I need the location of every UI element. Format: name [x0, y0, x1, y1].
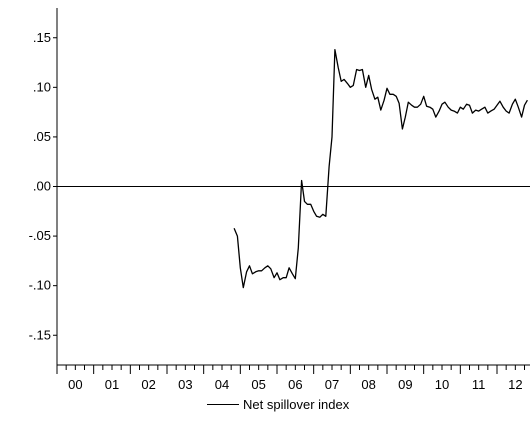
- legend-line-swatch: [207, 404, 239, 405]
- x-tick-label: 09: [398, 377, 412, 392]
- y-tick-label: .05: [33, 129, 51, 144]
- y-tick-label: .15: [33, 30, 51, 45]
- x-tick-label: 00: [68, 377, 82, 392]
- x-tick-label: 04: [215, 377, 229, 392]
- x-tick-label: 10: [435, 377, 449, 392]
- legend: Net spillover index: [207, 397, 349, 412]
- series-group: [233, 48, 528, 289]
- series-line: [233, 48, 528, 289]
- x-tick-label: 08: [361, 377, 375, 392]
- y-tick-label: .00: [33, 179, 51, 194]
- x-tick-label: 03: [178, 377, 192, 392]
- x-tick-label: 07: [325, 377, 339, 392]
- x-tick-label: 01: [105, 377, 119, 392]
- x-tick-label: 12: [508, 377, 522, 392]
- x-tick-label: 05: [251, 377, 265, 392]
- legend-label: Net spillover index: [243, 397, 350, 412]
- y-tick-label: -.15: [29, 327, 51, 342]
- y-tick-label: .10: [33, 79, 51, 94]
- x-axis: 00 01 02 03 04 05 06 07 08 09 10 11 12: [56, 364, 530, 392]
- y-tick-label: -.05: [29, 228, 51, 243]
- x-tick-label: 02: [141, 377, 155, 392]
- y-axis: .15 .10 .05 .00 -.05 -.10 -.15: [29, 8, 58, 365]
- x-tick-label: 11: [472, 377, 486, 392]
- x-tick-label: 06: [288, 377, 302, 392]
- y-tick-label: -.10: [29, 278, 51, 293]
